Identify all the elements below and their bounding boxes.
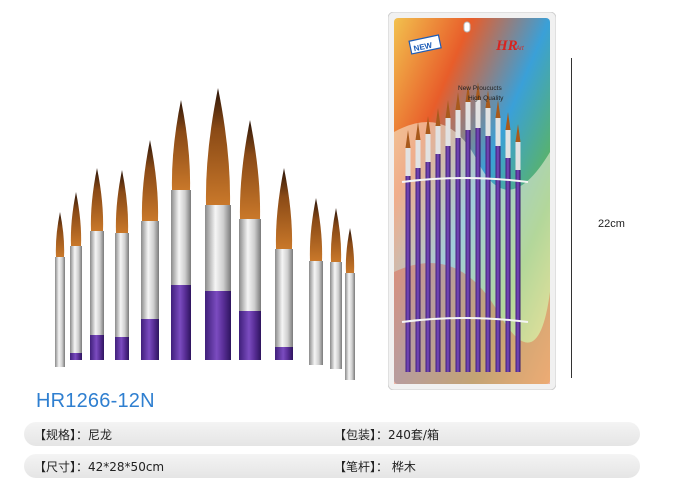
pack-brush-ferrule xyxy=(415,140,421,168)
pack-brush-bristle xyxy=(475,82,481,100)
brush-ferrule xyxy=(239,219,261,311)
pack-brush-ferrule xyxy=(465,102,471,130)
brand-logo: HR xyxy=(495,38,518,54)
height-label: 22cm xyxy=(598,218,625,230)
spec-label-packing: 【包装】 xyxy=(334,428,377,442)
brush-handle xyxy=(275,347,293,360)
spec-value-size: ：42*28*50cm xyxy=(76,460,165,474)
pack-brush-handle xyxy=(465,130,471,372)
pack-brush-bristle xyxy=(405,130,411,148)
pack-brush-bristle xyxy=(465,84,471,102)
pack-brush-bristle xyxy=(495,100,501,118)
spec-label-handle: 【笔杆】 xyxy=(334,460,377,474)
spec-label-size: 【尺寸】 xyxy=(34,460,77,474)
brush-ferrule xyxy=(205,205,231,291)
pack-brush-handle xyxy=(415,168,421,372)
pack-brush-handle xyxy=(495,146,501,372)
brush-handle xyxy=(171,285,191,360)
pack-strap xyxy=(401,177,529,183)
pack-brush-ferrule xyxy=(505,130,511,158)
brush-handle xyxy=(115,337,129,360)
new-badge: NEW xyxy=(413,41,434,54)
pack-brush-bristle xyxy=(515,124,521,142)
spec-value-material: ：尼龙 xyxy=(76,428,113,442)
brush-bristle xyxy=(330,208,342,262)
brush-handle xyxy=(70,353,82,360)
pack-brush-bristle xyxy=(455,92,461,110)
brush-ferrule xyxy=(55,257,65,367)
spec-value-handle: ： 桦木 xyxy=(376,460,416,474)
pack-brush-ferrule xyxy=(405,148,411,176)
pack-brush-ferrule xyxy=(485,108,491,136)
brush-bristle xyxy=(55,212,65,257)
pack-brush-bristle xyxy=(505,112,511,130)
brush-ferrule xyxy=(275,249,293,347)
model-number: HR1266-12N xyxy=(36,390,155,412)
tagline-2: High Quality xyxy=(468,95,504,102)
spec-label-material: 【规格】 xyxy=(34,428,77,442)
brush-bristle xyxy=(275,168,293,249)
pack-strap xyxy=(401,317,529,323)
pack-brush-bristle xyxy=(445,100,451,118)
pack-brush-handle xyxy=(475,128,481,372)
brush-ferrule xyxy=(70,246,82,353)
pack-brush-bristle xyxy=(415,122,421,140)
pack-brush-handle xyxy=(515,170,521,372)
spec-row: 【尺寸】：42*28*50cm 【笔杆】： 桦木 xyxy=(24,454,640,478)
brush-ferrule xyxy=(171,190,191,285)
pack-brush-ferrule xyxy=(455,110,461,138)
brush-bristle xyxy=(171,100,191,190)
pack-brush-ferrule xyxy=(475,100,481,128)
pack-brush-handle xyxy=(405,176,411,372)
pack-brush-ferrule xyxy=(425,134,431,162)
brush-ferrule xyxy=(345,273,355,380)
pack-brush-handle xyxy=(455,138,461,372)
brush-ferrule xyxy=(309,261,323,365)
pack-brush-handle xyxy=(485,136,491,372)
brush-bristle xyxy=(345,228,355,273)
pack-brush-bristle xyxy=(435,108,441,126)
brush-set-image xyxy=(55,88,355,380)
brush-bristle xyxy=(70,192,82,246)
dimension-line xyxy=(571,58,572,378)
brush-handle xyxy=(205,291,231,360)
pack-brush-handle xyxy=(445,146,451,372)
brush-handle xyxy=(239,311,261,360)
brush-handle xyxy=(90,335,104,360)
brush-bristle xyxy=(239,120,261,219)
brush-ferrule xyxy=(115,233,129,337)
spec-row: 【规格】：尼龙 【包装】：240套/箱 xyxy=(24,422,640,446)
brush-ferrule xyxy=(141,221,159,319)
brush-ferrule xyxy=(90,231,104,335)
brush-bristle xyxy=(115,170,129,233)
brush-bristle xyxy=(141,140,159,221)
pack-brush-bristle xyxy=(485,90,491,108)
pack-brush-ferrule xyxy=(435,126,441,154)
pack-brush-ferrule xyxy=(515,142,521,170)
pack-brush-handle xyxy=(435,154,441,372)
pack-brush-handle xyxy=(425,162,431,372)
brush-bristle xyxy=(309,198,323,261)
brush-handle xyxy=(141,319,159,360)
brush-bristle xyxy=(90,168,104,231)
pack-brush-bristle xyxy=(425,116,431,134)
brand-suffix: Art xyxy=(515,46,524,52)
tagline-1: New Proucucts xyxy=(458,85,502,92)
packaged-brush-image: NEW HR Art New Proucucts High Quality xyxy=(388,12,556,390)
brush-ferrule xyxy=(330,262,342,369)
pack-brush-handle xyxy=(505,158,511,372)
pack-brush-ferrule xyxy=(445,118,451,146)
spec-value-packing: ：240套/箱 xyxy=(376,428,439,442)
brush-bristle xyxy=(205,88,231,205)
pack-brush-ferrule xyxy=(495,118,501,146)
